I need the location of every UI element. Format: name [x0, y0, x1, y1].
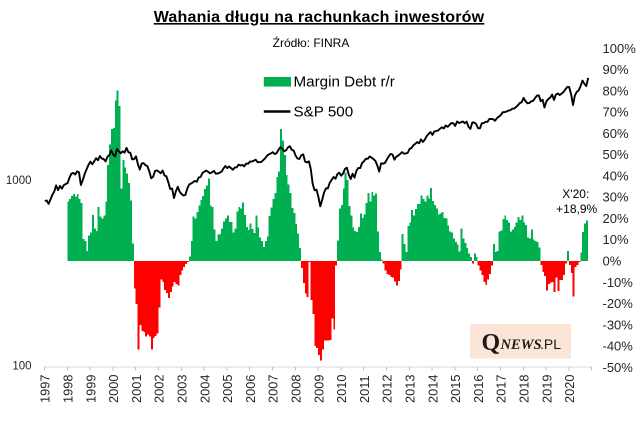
svg-text:40%: 40% [603, 169, 629, 184]
svg-text:2012: 2012 [380, 375, 395, 403]
svg-text:1000: 1000 [6, 175, 32, 187]
svg-text:2007: 2007 [266, 375, 281, 403]
svg-text:+18,9%: +18,9% [556, 202, 597, 216]
svg-text:.PL: .PL [540, 336, 561, 352]
svg-text:-50%: -50% [603, 360, 634, 375]
svg-text:2003: 2003 [175, 375, 190, 403]
svg-text:2002: 2002 [152, 375, 167, 403]
svg-text:NEWS: NEWS [500, 337, 542, 353]
svg-text:70%: 70% [603, 105, 629, 120]
svg-text:2006: 2006 [243, 375, 258, 403]
svg-text:2014: 2014 [425, 375, 440, 403]
svg-text:2020: 2020 [562, 375, 577, 403]
svg-text:Margin Debt r/r: Margin Debt r/r [294, 74, 395, 91]
svg-text:2015: 2015 [448, 375, 463, 403]
svg-text:2013: 2013 [403, 375, 418, 403]
svg-text:90%: 90% [603, 62, 629, 77]
svg-text:2008: 2008 [289, 375, 304, 403]
svg-text:2000: 2000 [106, 375, 121, 403]
svg-text:2001: 2001 [129, 375, 144, 403]
svg-text:2009: 2009 [311, 375, 326, 403]
svg-text:1998: 1998 [61, 375, 76, 403]
svg-text:2010: 2010 [334, 375, 349, 403]
svg-text:2004: 2004 [197, 375, 212, 403]
svg-text:Źródło: FINRA: Źródło: FINRA [273, 35, 350, 50]
svg-text:Q: Q [482, 330, 501, 356]
svg-text:10%: 10% [603, 232, 629, 247]
svg-text:Wahania długu na rachunkach in: Wahania długu na rachunkach inwestorów [154, 9, 485, 26]
svg-text:2005: 2005 [220, 375, 235, 403]
svg-text:-40%: -40% [603, 339, 634, 354]
svg-text:30%: 30% [603, 190, 629, 205]
svg-text:X'20:: X'20: [562, 187, 589, 201]
svg-text:1999: 1999 [83, 375, 98, 403]
svg-text:80%: 80% [603, 83, 629, 98]
svg-text:20%: 20% [603, 211, 629, 226]
svg-text:2017: 2017 [494, 375, 509, 403]
svg-text:60%: 60% [603, 126, 629, 141]
svg-text:-20%: -20% [603, 296, 634, 311]
svg-text:0%: 0% [603, 254, 622, 269]
svg-text:S&P 500: S&P 500 [294, 104, 354, 121]
svg-text:-10%: -10% [603, 275, 634, 290]
svg-text:100%: 100% [603, 41, 637, 56]
svg-text:2016: 2016 [471, 375, 486, 403]
svg-text:2019: 2019 [539, 375, 554, 403]
svg-text:1997: 1997 [38, 375, 53, 403]
svg-text:2011: 2011 [357, 375, 372, 403]
svg-text:2018: 2018 [517, 375, 532, 403]
svg-text:-30%: -30% [603, 317, 634, 332]
svg-text:50%: 50% [603, 147, 629, 162]
svg-text:100: 100 [12, 361, 31, 373]
